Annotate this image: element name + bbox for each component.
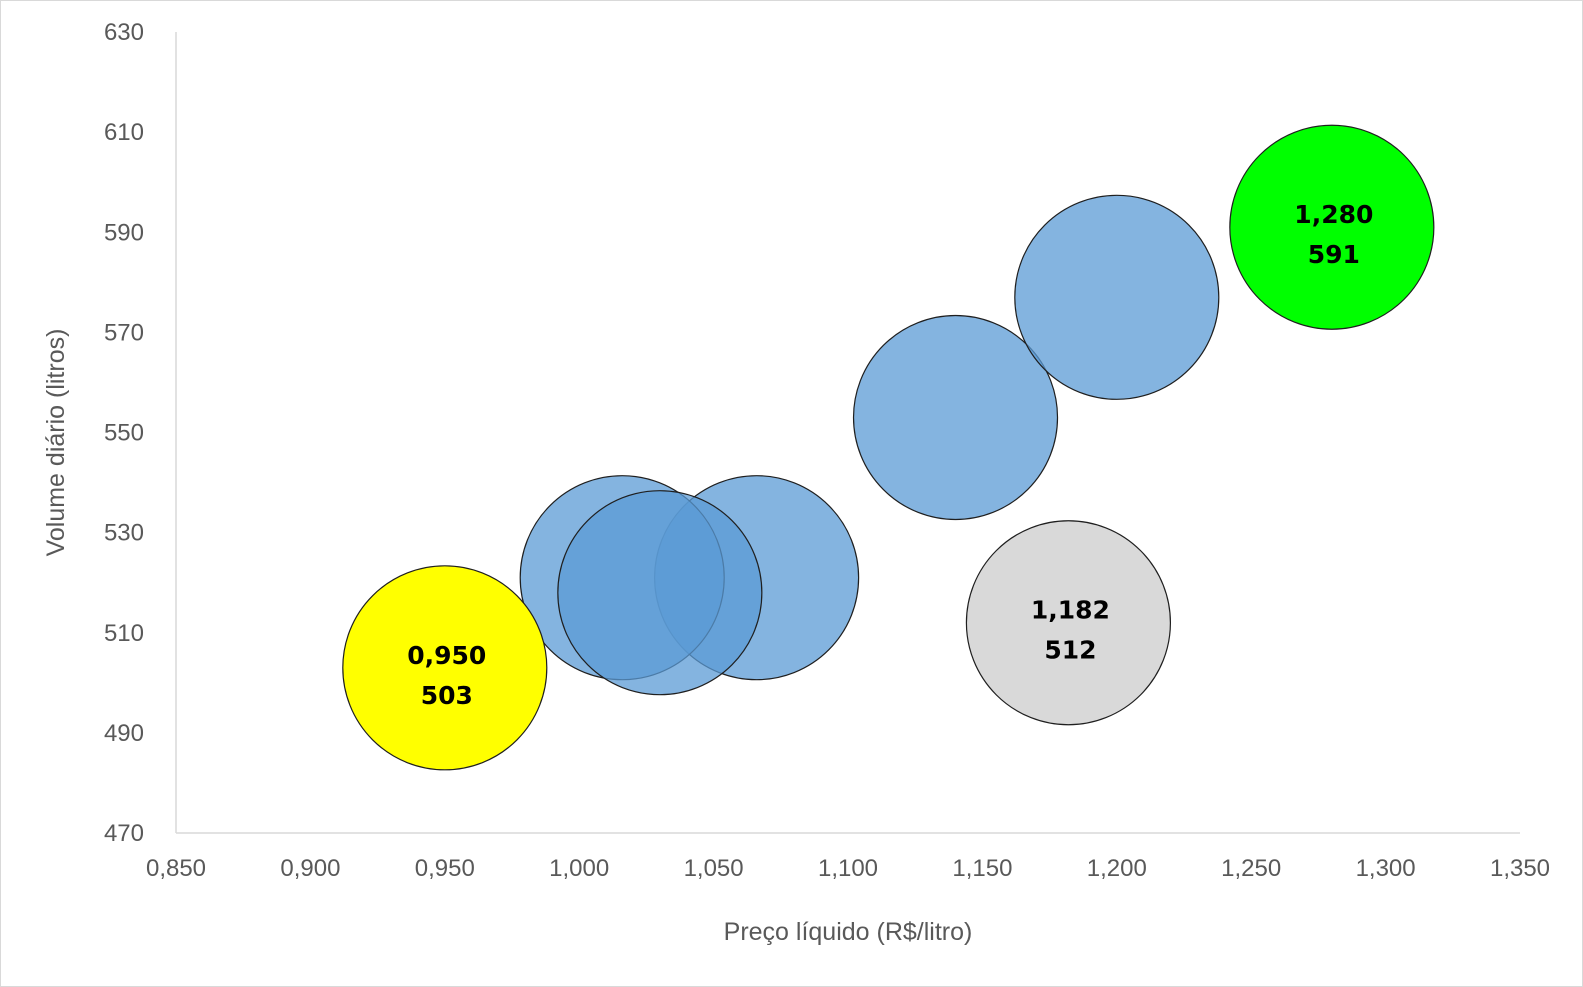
bubble-data-label: 503 [421, 681, 473, 710]
y-tick-label: 570 [104, 319, 144, 346]
y-tick-label: 530 [104, 520, 144, 547]
bubble-data-label: 591 [1308, 240, 1360, 269]
y-tick-label: 550 [104, 420, 144, 447]
bubble [557, 490, 763, 696]
y-tick-label: 630 [104, 19, 144, 46]
y-axis-title: Volume diário (litros) [42, 329, 70, 557]
x-tick-label: 0,950 [415, 855, 475, 882]
bubble [1229, 124, 1435, 330]
y-tick-label: 610 [104, 119, 144, 146]
x-tick-label: 1,250 [1221, 855, 1281, 882]
bubble-data-label: 1,182 [1031, 596, 1110, 625]
y-tick-label: 470 [104, 820, 144, 847]
bubble [965, 520, 1172, 726]
bubble-data-label: 512 [1044, 636, 1096, 665]
x-tick-labels: 0,850 0,900 0,950 1,000 1,050 1,100 1,150 1,200… [146, 855, 1550, 882]
x-tick-label: 1,100 [818, 855, 878, 882]
y-tick-label: 490 [104, 720, 144, 747]
bubble [852, 314, 1059, 521]
bubble-data-label: 1,280 [1294, 200, 1373, 229]
x-tick-label: 1,150 [952, 855, 1012, 882]
x-tick-label: 1,300 [1356, 855, 1416, 882]
x-tick-label: 1,200 [1087, 855, 1147, 882]
y-tick-label: 590 [104, 219, 144, 246]
x-tick-label: 1,350 [1490, 855, 1550, 882]
y-tick-labels: 470 490 510 530 550 570 590 610 630 [104, 19, 144, 847]
bubbles: 0,950 503 1,182 512 1,280 591 [342, 124, 1435, 771]
x-tick-label: 0,900 [280, 855, 340, 882]
x-tick-label: 1,050 [684, 855, 744, 882]
x-axis-title: Preço líquido (R$/litro) [724, 918, 973, 946]
x-tick-label: 1,000 [549, 855, 609, 882]
bubble [342, 565, 548, 771]
y-tick-label: 510 [104, 620, 144, 647]
bubble-data-label: 0,950 [407, 641, 486, 670]
bubble [1014, 194, 1220, 400]
axes [175, 32, 1520, 834]
x-tick-label: 0,850 [146, 855, 206, 882]
